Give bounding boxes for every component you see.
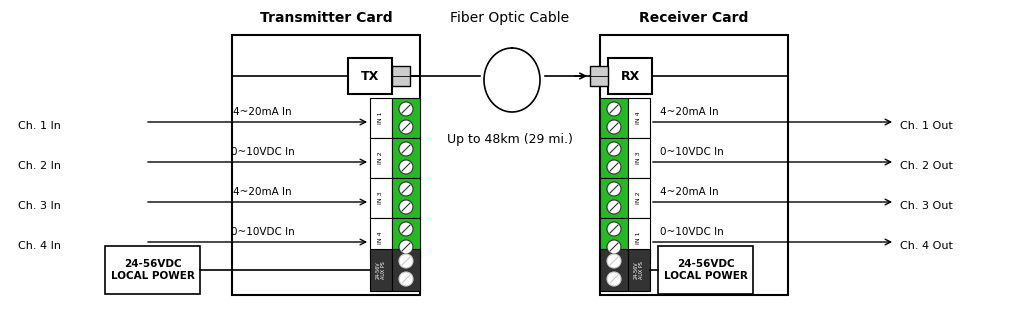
Bar [600,218,628,258]
Bar [348,58,392,94]
Text: Ch. 2 In: Ch. 2 In [18,161,61,171]
Circle shape [399,200,413,214]
Bar [600,138,628,178]
Bar [628,218,650,258]
Text: Receiver Card: Receiver Card [639,11,749,25]
Text: IN 3: IN 3 [637,152,641,164]
Bar [628,138,650,178]
Bar [370,98,392,138]
Text: 4~20mA In: 4~20mA In [233,107,292,117]
Bar [392,138,420,178]
Text: IN 4: IN 4 [637,112,641,124]
Circle shape [399,272,413,286]
Text: Fiber Optic Cable: Fiber Optic Cable [451,11,569,25]
Circle shape [399,240,413,254]
Text: IN 1: IN 1 [637,232,641,244]
Bar [392,249,420,291]
Bar [608,58,652,94]
Circle shape [607,160,621,174]
Text: Ch. 2 Out: Ch. 2 Out [900,161,953,171]
Bar [392,98,420,138]
Text: Up to 48km (29 mi.): Up to 48km (29 mi.) [447,134,573,147]
Text: RX: RX [621,70,640,82]
Bar [658,246,753,294]
Bar [600,178,628,218]
Text: 24-56V
AUX PS: 24-56V AUX PS [634,261,644,279]
Text: 4~20mA In: 4~20mA In [233,187,292,197]
Bar [628,98,650,138]
Bar [392,178,420,218]
Bar [370,138,392,178]
Bar [628,249,650,291]
Text: Ch. 1 In: Ch. 1 In [18,121,60,131]
Text: IN 1: IN 1 [379,112,384,124]
Text: Ch. 1 Out: Ch. 1 Out [900,121,952,131]
Circle shape [399,254,413,268]
Circle shape [399,182,413,196]
Text: 4~20mA In: 4~20mA In [660,187,719,197]
Text: Ch. 4 In: Ch. 4 In [18,241,61,251]
Circle shape [399,222,413,236]
Bar [105,246,200,294]
Text: Ch. 4 Out: Ch. 4 Out [900,241,953,251]
Bar [392,218,420,258]
Bar [600,249,628,291]
Bar [628,178,650,218]
Circle shape [607,120,621,134]
Text: Transmitter Card: Transmitter Card [260,11,392,25]
Text: IN 2: IN 2 [379,152,384,164]
Text: 0~10VDC In: 0~10VDC In [660,227,724,237]
Text: 24-56V
AUX PS: 24-56V AUX PS [376,261,386,279]
Circle shape [399,142,413,156]
Bar [392,66,410,86]
Bar [590,66,608,86]
Text: 24-56VDC
LOCAL POWER: 24-56VDC LOCAL POWER [111,259,195,281]
Bar [600,98,628,138]
Text: IN 2: IN 2 [637,192,641,204]
Bar [370,249,392,291]
Circle shape [399,120,413,134]
Text: IN 4: IN 4 [379,232,384,244]
Text: 0~10VDC In: 0~10VDC In [660,147,724,157]
Text: IN 3: IN 3 [379,192,384,204]
Text: 0~10VDC In: 0~10VDC In [230,147,294,157]
Text: 24-56VDC
LOCAL POWER: 24-56VDC LOCAL POWER [664,259,748,281]
Circle shape [607,102,621,116]
Text: TX: TX [360,70,379,82]
Circle shape [607,272,621,286]
Text: 0~10VDC In: 0~10VDC In [230,227,294,237]
Circle shape [607,254,621,268]
Circle shape [607,142,621,156]
Text: Ch. 3 Out: Ch. 3 Out [900,201,952,211]
Circle shape [607,200,621,214]
Bar [600,35,788,295]
Bar [370,178,392,218]
Text: Ch. 3 In: Ch. 3 In [18,201,60,211]
Bar [232,35,420,295]
Circle shape [607,222,621,236]
Circle shape [607,182,621,196]
Bar [370,218,392,258]
Circle shape [399,160,413,174]
Circle shape [607,240,621,254]
Text: 4~20mA In: 4~20mA In [660,107,719,117]
Circle shape [399,102,413,116]
